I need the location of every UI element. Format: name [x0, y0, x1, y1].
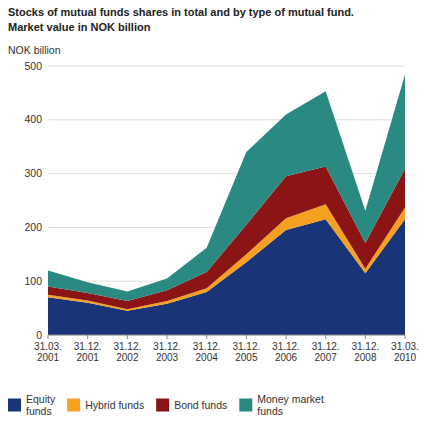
grid-line — [48, 66, 405, 67]
legend: Equityfunds Hybrid funds Bond funds Money m… — [8, 393, 324, 417]
legend-swatch — [239, 399, 252, 412]
legend-swatch — [8, 399, 21, 412]
legend-label: Hybrid funds — [85, 399, 144, 411]
legend-item: Bond funds — [156, 399, 227, 412]
x-tick — [167, 335, 168, 339]
x-tick-label: 31.12.2008 — [351, 341, 379, 363]
y-tick-label: 400 — [24, 113, 42, 125]
legend-label: Money marketfunds — [257, 393, 324, 417]
areas — [48, 75, 405, 335]
x-tick — [206, 335, 207, 339]
x-tick-label: 31.03.2010 — [391, 341, 419, 363]
y-tick-label: 300 — [24, 167, 42, 179]
legend-label: Bond funds — [174, 399, 227, 411]
x-tick — [48, 335, 49, 339]
y-tick-label: 200 — [24, 221, 42, 233]
x-tick — [325, 335, 326, 339]
y-tick-label: 500 — [24, 60, 42, 72]
legend-swatch — [156, 399, 169, 412]
x-tick — [87, 335, 88, 339]
chart: Stocks of mutual funds shares in total a… — [0, 0, 430, 425]
x-tick-label: 31.12.2003 — [153, 341, 181, 363]
legend-item: Hybrid funds — [67, 399, 144, 412]
title: Stocks of mutual funds shares in total a… — [8, 6, 354, 18]
x-tick — [286, 335, 287, 339]
grid-line — [48, 335, 405, 336]
y-tick-label: 0 — [36, 329, 42, 341]
x-tick — [365, 335, 366, 339]
subtitle: Market value in NOK billion — [8, 21, 151, 33]
x-tick-label: 31.03.2001 — [34, 341, 62, 363]
x-tick-label: 31.12.2006 — [272, 341, 300, 363]
legend-swatch — [67, 399, 80, 412]
legend-item: Money marketfunds — [239, 393, 324, 417]
x-tick — [127, 335, 128, 339]
x-tick — [405, 335, 406, 339]
legend-label: Equityfunds — [26, 393, 56, 417]
area-series — [48, 75, 405, 301]
grid-line — [48, 119, 405, 120]
x-axis-line — [48, 335, 405, 336]
x-tick — [246, 335, 247, 339]
y-tick-label: 100 — [24, 275, 42, 287]
x-tick-label: 31.12.2007 — [312, 341, 340, 363]
background — [0, 0, 430, 425]
x-tick-label: 31.12.2004 — [193, 341, 221, 363]
legend-item: Equityfunds — [8, 393, 56, 417]
x-tick-label: 31.12.2005 — [232, 341, 260, 363]
x-tick-label: 31.12.2001 — [74, 341, 102, 363]
x-tick-label: 31.12.2002 — [113, 341, 141, 363]
y-axis-label: NOK billion — [8, 44, 61, 56]
